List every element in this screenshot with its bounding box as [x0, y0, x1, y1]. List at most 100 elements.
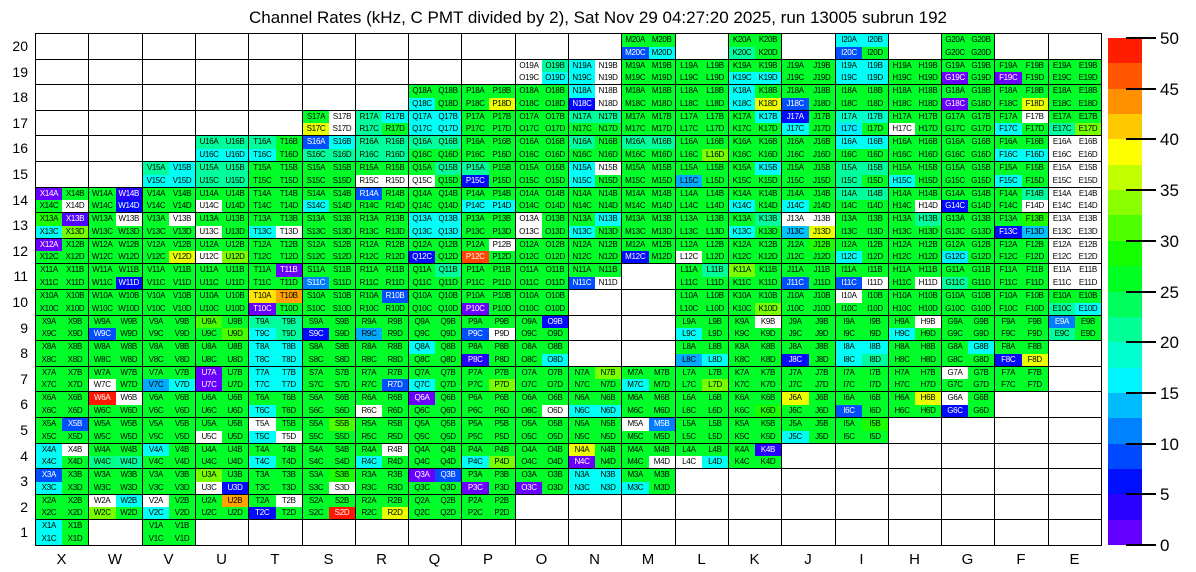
channel-cell-M13B: M13B — [648, 213, 675, 226]
channel-block-F19: F19A F19B F19C F19D — [994, 59, 1049, 85]
channel-cell-O5D: O5D — [542, 430, 568, 443]
colorbar-band — [1108, 190, 1142, 215]
channel-block-O4: O4A O4B O4C O4D — [515, 443, 569, 469]
channel-cell-X3B: X3B — [62, 469, 88, 482]
channel-subgrid: W12A W12B W12C W12D — [89, 239, 142, 263]
channel-cell-N5A: N5A — [569, 418, 595, 431]
channel-block-F14: F14A F14B F14C F14D — [994, 187, 1049, 213]
channel-cell-G8A: G8A — [942, 341, 968, 354]
channel-cell-P6D: P6D — [488, 404, 515, 417]
channel-cell-X1B: X1B — [62, 520, 88, 533]
channel-cell-G12B: G12B — [968, 239, 994, 251]
channel-block-R17: R17A R17B R17C R17D — [355, 110, 409, 136]
channel-cell-I11D: I11D — [862, 276, 888, 289]
channel-cell-Q10D: Q10D — [435, 302, 461, 315]
channel-cell-W2A: W2A — [89, 495, 116, 507]
colorbar-tick — [1126, 493, 1156, 496]
channel-cell-Q3C: Q3C — [409, 481, 435, 494]
channel-cell-U14B: U14B — [222, 188, 248, 200]
channel-subgrid: W8A W8B W8C W8D — [89, 341, 142, 366]
channel-block-S5: S5A S5B S5C S5D — [302, 417, 356, 444]
channel-cell-M17A: M17A — [622, 111, 649, 123]
channel-cell-J10B: J10B — [808, 290, 835, 303]
channel-cell-J5C: J5C — [782, 430, 809, 443]
channel-subgrid: W11A W11B W11C W11D — [89, 264, 142, 289]
channel-cell-N3A: N3A — [569, 469, 595, 482]
channel-cell-M19C: M19C — [622, 72, 649, 84]
channel-cell-V13C: V13C — [143, 225, 169, 238]
channel-cell-Q2D: Q2D — [435, 507, 461, 519]
y-axis-label-13: 13 — [12, 217, 28, 233]
channel-block-W2: W2A W2B W2C W2D — [88, 494, 143, 520]
channel-cell-L14C: L14C — [676, 200, 702, 212]
channel-cell-F12B: F12B — [1021, 239, 1048, 251]
channel-subgrid: X13A X13B X13C X13D — [36, 213, 88, 238]
channel-cell-X10B: X10B — [62, 290, 88, 303]
channel-cell-R11D: R11D — [382, 276, 408, 289]
channel-cell-F14D: F14D — [1021, 200, 1048, 212]
channel-block-N13: N13A N13B N13C N13D — [568, 212, 622, 239]
channel-subgrid: R6A R6B R6C R6D — [356, 392, 408, 417]
channel-cell-J15B: J15B — [808, 162, 835, 175]
channel-cell-V9B: V9B — [169, 316, 195, 328]
channel-subgrid: P2A P2B P2C P2D — [462, 495, 515, 519]
channel-cell-S2B: S2B — [329, 495, 355, 507]
channel-subgrid: T10A T10B T10C T10D — [249, 290, 302, 315]
channel-cell-O14B: O14B — [542, 188, 568, 200]
channel-subgrid: H11A H11B H11C H11D — [889, 264, 941, 289]
channel-cell-G6D: G6D — [968, 404, 994, 417]
channel-block-U5: U5A U5B U5C U5D — [195, 417, 249, 444]
channel-cell-J10C: J10C — [782, 302, 809, 315]
channel-cell-O14D: O14D — [542, 200, 568, 212]
channel-cell-V10D: V10D — [169, 302, 195, 315]
channel-cell-T16B: T16B — [275, 136, 302, 149]
colorbar-tick — [1126, 341, 1156, 344]
channel-block-X2: X2A X2B X2C X2D — [35, 494, 89, 520]
empty-block — [675, 494, 729, 520]
channel-cell-H16B: H16B — [915, 136, 941, 149]
channel-cell-W13B: W13B — [115, 213, 142, 226]
x-axis-label-F: F — [1016, 551, 1026, 568]
channel-subgrid: F12A F12B F12C F12D — [995, 239, 1048, 263]
channel-cell-S9A: S9A — [303, 316, 329, 328]
channel-subgrid: J5A J5B J5C J5D — [782, 418, 835, 443]
channel-block-T5: T5A T5B T5C T5D — [248, 417, 303, 444]
channel-cell-X12D: X12D — [62, 251, 88, 263]
channel-subgrid: V11A V11B V11C V11D — [143, 264, 195, 289]
channel-block-S12: S12A S12B S12C S12D — [302, 238, 356, 264]
channel-cell-J10D: J10D — [808, 302, 835, 315]
channel-cell-X7A: X7A — [36, 367, 62, 379]
channel-subgrid: L19A L19B L19C L19D — [676, 60, 728, 84]
channel-cell-G16D: G16D — [968, 148, 994, 161]
channel-subgrid: N12A N12B N12C N12D — [569, 239, 621, 263]
channel-cell-U16C: U16C — [196, 148, 222, 161]
channel-block-K7: K7A K7B K7C K7D — [728, 366, 782, 392]
channel-subgrid: L6A L6B L6C L6D — [676, 392, 728, 417]
channel-subgrid: T14A T14B T14C T14D — [249, 188, 302, 212]
channel-subgrid: W6A W6B W6C W6D — [89, 392, 142, 417]
channel-cell-R11C: R11C — [356, 276, 382, 289]
channel-cell-V14D: V14D — [169, 200, 195, 212]
empty-block — [142, 59, 196, 85]
colorbar-tick — [1126, 138, 1156, 141]
x-axis-label-X: X — [56, 551, 67, 568]
channel-cell-M12B: M12B — [648, 239, 675, 251]
channel-block-L5: L5A L5B L5C L5D — [675, 417, 729, 444]
channel-cell-K5B: K5B — [755, 418, 781, 431]
channel-cell-T3D: T3D — [275, 481, 302, 494]
channel-subgrid: X12A X12B X12C X12D — [36, 239, 88, 263]
channel-cell-X8A: X8A — [36, 341, 62, 354]
channel-block-O13: O13A O13B O13C O13D — [515, 212, 569, 239]
channel-block-N16: N16A N16B N16C N16D — [568, 135, 622, 162]
channel-cell-F15D: F15D — [1021, 174, 1048, 187]
channel-cell-E18D: E18D — [1075, 97, 1101, 110]
channel-cell-F15A: F15A — [995, 162, 1022, 175]
channel-block-J15: J15A J15B J15C J15D — [781, 161, 836, 188]
channel-subgrid: N13A N13B N13C N13D — [569, 213, 621, 238]
x-axis-label-M: M — [641, 551, 655, 568]
channel-subgrid: E9A E9B E9C E9D — [1049, 316, 1101, 340]
channel-cell-Q8D: Q8D — [435, 353, 461, 366]
channel-cell-Q18C: Q18C — [409, 97, 435, 110]
channel-cell-V14B: V14B — [169, 188, 195, 200]
channel-cell-G19B: G19B — [968, 60, 994, 72]
